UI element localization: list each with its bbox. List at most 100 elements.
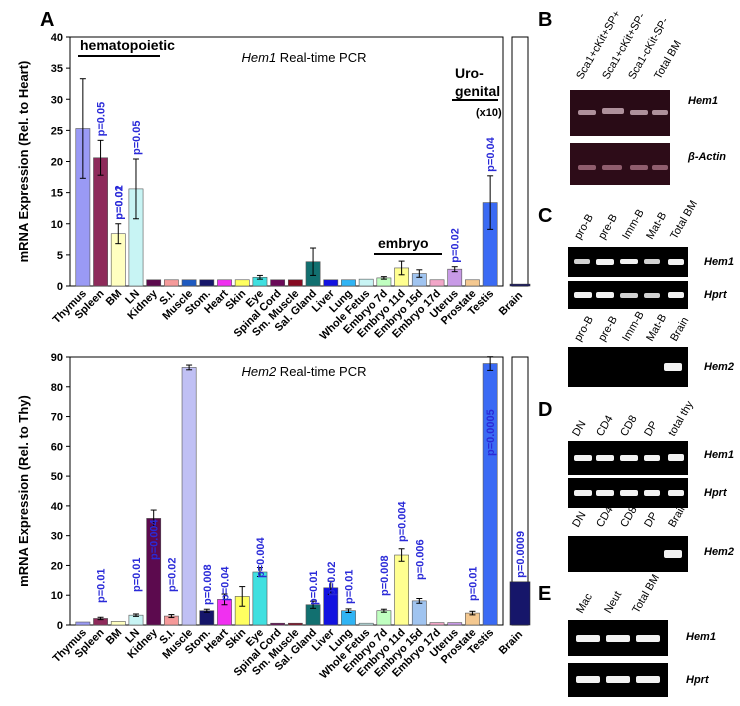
bar [287,622,303,626]
y-tick-label: 30 [51,94,63,106]
bar [394,554,409,626]
gel-band [606,635,630,642]
bar [287,279,303,287]
gel-band [596,490,614,496]
p-value-label: p=0.04 [485,136,497,171]
gel-b-row-hem1: Hem1 [688,95,718,107]
p-value-label: p=0.004 [397,500,409,542]
gel-d-row-hem2: Hem2 [704,546,734,558]
lane-label: pre-B [596,314,620,343]
panel-label-b: B [538,9,552,31]
lane-label: Total BM [630,572,662,615]
lane-label: Mac [574,591,595,615]
lane-label: DP [642,419,660,438]
scale-note: (x10) [476,107,502,119]
gel-band [664,363,682,371]
y-tick-label: 20 [51,560,63,572]
panel-label-d: D [538,399,552,421]
chart-title: Hem1 Real-time PCR [242,50,367,65]
gel-e-hem1 [568,620,668,656]
p-value-label: p=0.008 [379,555,391,596]
lane-label: DN [570,419,588,439]
y-tick-label: 30 [51,531,63,543]
y-tick-label: 40 [51,32,63,44]
bar [270,279,286,287]
p-value-label: p=0.01 [343,569,355,604]
side-panel-bar [509,581,531,626]
group-label-embryo: embryo [378,235,429,251]
gel-d-hem2 [568,536,688,572]
y-axis-label: mRNA Expression (Rel. to Thy) [16,395,31,587]
y-tick-label: 90 [51,352,63,364]
gel-e-lane-labels: Mac Neut Total BM [574,572,662,615]
p-value-label: p=0.02 [326,561,338,596]
x-tick-label: BM [104,288,125,309]
lane-label: CD8 [618,504,639,529]
gel-c-hem1 [568,247,688,277]
group-label-urogenital-1: Uro- [455,65,484,81]
side-panel-frame [511,36,529,287]
lane-label: total thy [666,399,696,439]
side-panel-p-value: p=0.0009 [515,531,527,578]
gel-d-hem1 [568,441,688,475]
bar [217,279,232,287]
bar [146,279,162,287]
p-value-label: p=0.01 [467,566,479,601]
bar [376,610,392,626]
p-value-label: p=0.05 [96,102,108,137]
gel-band [636,635,660,642]
bar [341,279,356,287]
chart-title: Hem2 Real-time PCR [242,364,367,379]
y-tick-label: 40 [51,501,63,513]
gel-band [652,110,668,115]
gel-band [644,293,660,298]
p-value-label: p=0.006 [414,539,426,580]
lane-label: pro-B [572,314,596,343]
lane-label: Imm-B [620,309,647,343]
side-panel-bar [509,283,531,287]
panel-label-e: E [538,583,551,605]
p-value-label: p=0.02 [113,185,125,220]
gel-band [620,293,638,298]
gel-b-row-actin: β-Actin [687,151,726,163]
lane-label: pre-B [596,212,620,241]
lane-label: pro-B [572,212,596,241]
bar [429,279,445,287]
gel-band [620,455,638,461]
group-label-urogenital-2: genital [455,83,500,99]
gel-b-hem1-tint [570,90,670,136]
y-tick-label: 0 [57,620,63,632]
bar [358,278,374,287]
y-tick-label: 25 [51,125,63,137]
side-panel-label: Brain [497,628,526,657]
gel-band [596,292,614,298]
gel-band [620,259,638,264]
p-value-label: p=0.04 [220,566,232,601]
gel-band [644,259,660,264]
plot-frame [69,356,504,626]
gel-band [668,259,684,265]
gel-band [620,490,638,496]
gel-d-hprt [568,478,688,508]
gel-e-row-hprt: Hprt [686,674,710,686]
gel-c-hem2 [568,347,688,387]
bar [234,279,250,287]
gel-band [606,676,630,683]
side-panel-label: Brain [497,289,526,318]
gel-band [578,110,596,115]
p-value-label: p=0.01 [113,185,125,220]
panel-label-c: C [538,205,552,227]
bar [270,622,286,626]
gel-band [574,292,592,298]
bar [358,622,374,626]
p-value-label: p=0.02 [166,557,178,592]
x-tick-label: BM [104,627,125,648]
lane-label: Total BM [668,198,700,241]
gel-band [668,454,684,461]
y-tick-label: 5 [57,250,63,262]
gel-b-lane-labels: Sca1+cKit+SP+Sca1+cKit+SP-Sca1-cKit-SP-T… [574,9,684,82]
y-tick-label: 60 [51,441,63,453]
